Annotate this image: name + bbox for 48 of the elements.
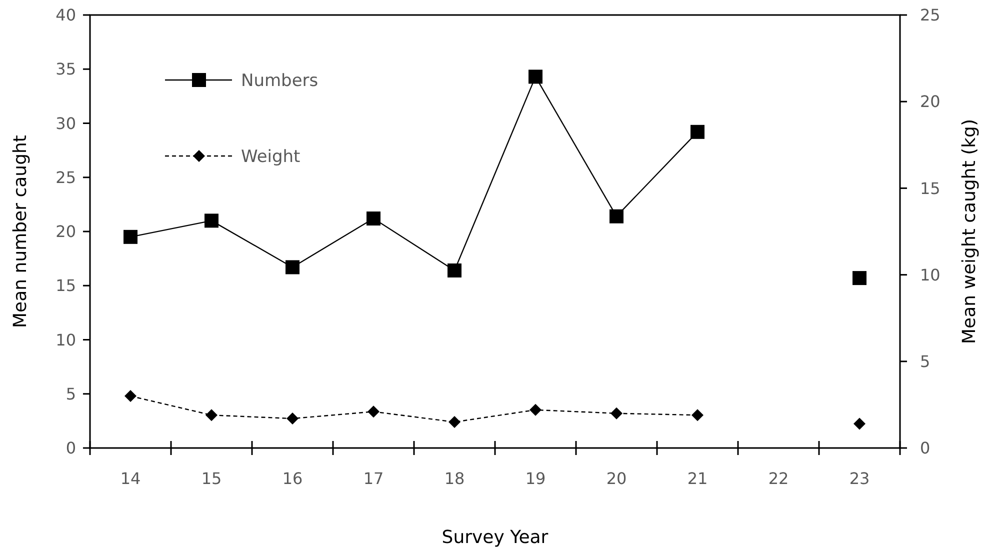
x-tick-label: 17 bbox=[363, 469, 384, 488]
y-tick-label: 10 bbox=[56, 330, 76, 350]
x-tick-label: 19 bbox=[525, 469, 546, 488]
point bbox=[610, 407, 622, 420]
y2-tick-label: 25 bbox=[920, 6, 940, 25]
y2-tick-label: 0 bbox=[920, 438, 930, 458]
x-tick-label: 15 bbox=[201, 469, 222, 488]
point bbox=[690, 124, 704, 139]
y-tick-label: 30 bbox=[56, 114, 76, 133]
point bbox=[206, 409, 218, 422]
point bbox=[124, 230, 138, 244]
y-tick-label: 20 bbox=[56, 222, 76, 242]
y-tick-label: 15 bbox=[56, 276, 76, 296]
x-tick-label: 14 bbox=[120, 469, 141, 488]
x-axis-title: Survey Year bbox=[442, 527, 549, 548]
y-tick-label: 0 bbox=[66, 438, 76, 458]
x-tick-label: 18 bbox=[444, 469, 465, 488]
point bbox=[530, 404, 542, 416]
point bbox=[286, 260, 300, 274]
x-tick-label: 20 bbox=[606, 469, 627, 488]
x-tick-label: 16 bbox=[282, 469, 303, 488]
y-tick-label: 35 bbox=[56, 60, 76, 79]
y2-tick-label: 15 bbox=[920, 178, 940, 198]
point bbox=[692, 409, 704, 422]
point bbox=[366, 212, 380, 226]
point bbox=[204, 214, 218, 228]
x-tick-label: 21 bbox=[687, 469, 708, 488]
point bbox=[124, 390, 136, 402]
point bbox=[448, 416, 460, 428]
point bbox=[448, 263, 462, 278]
y2-tick-label: 5 bbox=[920, 352, 930, 371]
point bbox=[854, 418, 866, 430]
y-tick-label: 25 bbox=[56, 168, 76, 187]
y-axis-title: Mean number caught bbox=[10, 135, 31, 328]
y-tick-label: 5 bbox=[66, 384, 76, 404]
point bbox=[852, 271, 866, 286]
point bbox=[528, 70, 542, 84]
point bbox=[610, 209, 624, 224]
point bbox=[286, 412, 298, 425]
point bbox=[368, 406, 380, 418]
y2-tick-label: 20 bbox=[920, 92, 940, 112]
x-tick-label: 22 bbox=[768, 469, 789, 488]
y2-axis-title: Mean weight caught (kg) bbox=[959, 118, 980, 344]
y-tick-label: 40 bbox=[56, 6, 76, 25]
legend-label: Weight bbox=[241, 146, 301, 167]
y2-tick-label: 10 bbox=[920, 265, 940, 284]
x-tick-label: 23 bbox=[849, 469, 870, 488]
legend-label: Numbers bbox=[241, 70, 318, 91]
